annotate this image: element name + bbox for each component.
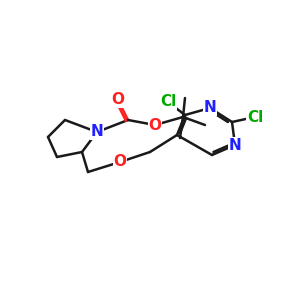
- Text: Cl: Cl: [247, 110, 263, 124]
- Text: O: O: [148, 118, 161, 133]
- Text: O: O: [113, 154, 127, 169]
- Text: Cl: Cl: [160, 94, 176, 110]
- Text: O: O: [112, 92, 124, 107]
- Text: N: N: [91, 124, 103, 140]
- Text: N: N: [229, 137, 242, 152]
- Text: N: N: [204, 100, 216, 116]
